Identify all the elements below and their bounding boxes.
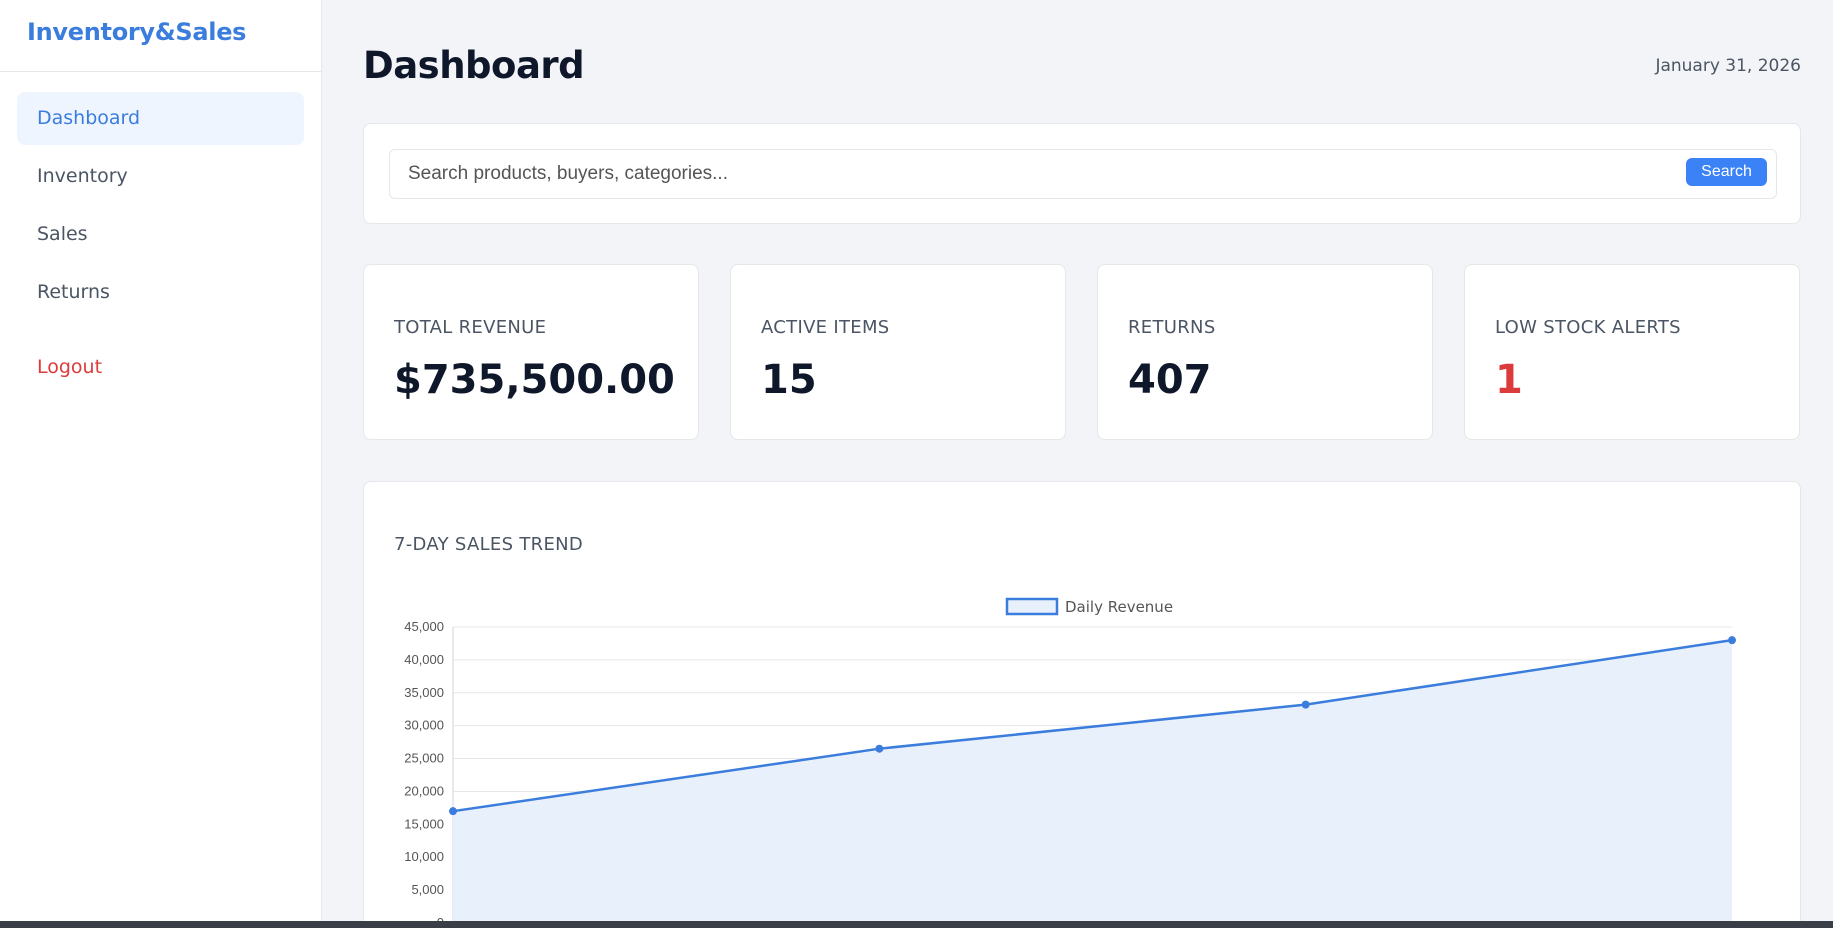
sales-trend-card: 7-DAY SALES TREND 45,000 40,000 35,000 30,0… xyxy=(363,481,1801,928)
bottom-edge-bar xyxy=(0,921,1833,928)
sidebar: Inventory&Sales Dashboard Inventory Sale… xyxy=(0,0,322,921)
y-tick-label: 5,000 xyxy=(411,882,444,897)
stat-value: 407 xyxy=(1128,357,1212,403)
stat-card-low-stock-alerts: LOW STOCK ALERTS 1 xyxy=(1464,264,1800,440)
sidebar-item-sales[interactable]: Sales xyxy=(37,223,88,245)
sidebar-nav: Dashboard Inventory Sales Returns Logout xyxy=(0,72,321,394)
stat-value: 15 xyxy=(761,357,817,403)
sidebar-item-returns[interactable]: Returns xyxy=(37,281,110,303)
search-input[interactable] xyxy=(390,150,1690,198)
legend-swatch xyxy=(1005,597,1059,616)
sidebar-item-dashboard[interactable]: Dashboard xyxy=(17,92,304,145)
logout-link[interactable]: Logout xyxy=(37,356,103,378)
y-tick-label: 40,000 xyxy=(404,652,444,667)
stat-label: RETURNS xyxy=(1128,317,1216,338)
y-tick-label: 10,000 xyxy=(404,849,444,864)
stat-label: LOW STOCK ALERTS xyxy=(1495,317,1681,338)
search-box: Search xyxy=(389,149,1777,199)
sales-trend-chart: 45,000 40,000 35,000 30,000 25,000 20,000 15,0… xyxy=(404,597,1736,928)
y-tick-label: 45,000 xyxy=(404,619,444,634)
stats-row: TOTAL REVENUE $735,500.00 ACTIVE ITEMS 1… xyxy=(363,264,1801,440)
brand-logo[interactable]: Inventory&Sales xyxy=(0,0,321,72)
data-point xyxy=(1728,636,1736,645)
series-area xyxy=(453,640,1732,923)
stat-card-returns: RETURNS 407 xyxy=(1097,264,1433,440)
data-point xyxy=(1301,700,1310,709)
sidebar-item-inventory[interactable]: Inventory xyxy=(37,165,128,187)
y-tick-label: 15,000 xyxy=(404,816,444,831)
stat-label: TOTAL REVENUE xyxy=(394,317,547,338)
y-tick-label: 25,000 xyxy=(404,751,444,766)
stat-value-alert: 1 xyxy=(1495,357,1523,403)
search-button[interactable]: Search xyxy=(1686,158,1767,186)
data-point xyxy=(875,744,884,753)
search-card: Search xyxy=(363,123,1801,224)
y-tick-label: 35,000 xyxy=(404,685,444,700)
data-point xyxy=(449,807,457,816)
stat-value: $735,500.00 xyxy=(394,357,675,403)
legend-label: Daily Revenue xyxy=(1065,598,1173,616)
chart-title: 7-DAY SALES TREND xyxy=(394,534,584,555)
series-line xyxy=(452,638,1733,813)
stat-card-total-revenue: TOTAL REVENUE $735,500.00 xyxy=(363,264,699,440)
y-tick-label: 20,000 xyxy=(404,783,444,798)
page-title: Dashboard xyxy=(363,44,585,87)
current-date: January 31, 2026 xyxy=(1655,56,1801,76)
y-tick-label: 30,000 xyxy=(404,718,444,733)
stat-card-active-items: ACTIVE ITEMS 15 xyxy=(730,264,1066,440)
stat-label: ACTIVE ITEMS xyxy=(761,317,890,338)
